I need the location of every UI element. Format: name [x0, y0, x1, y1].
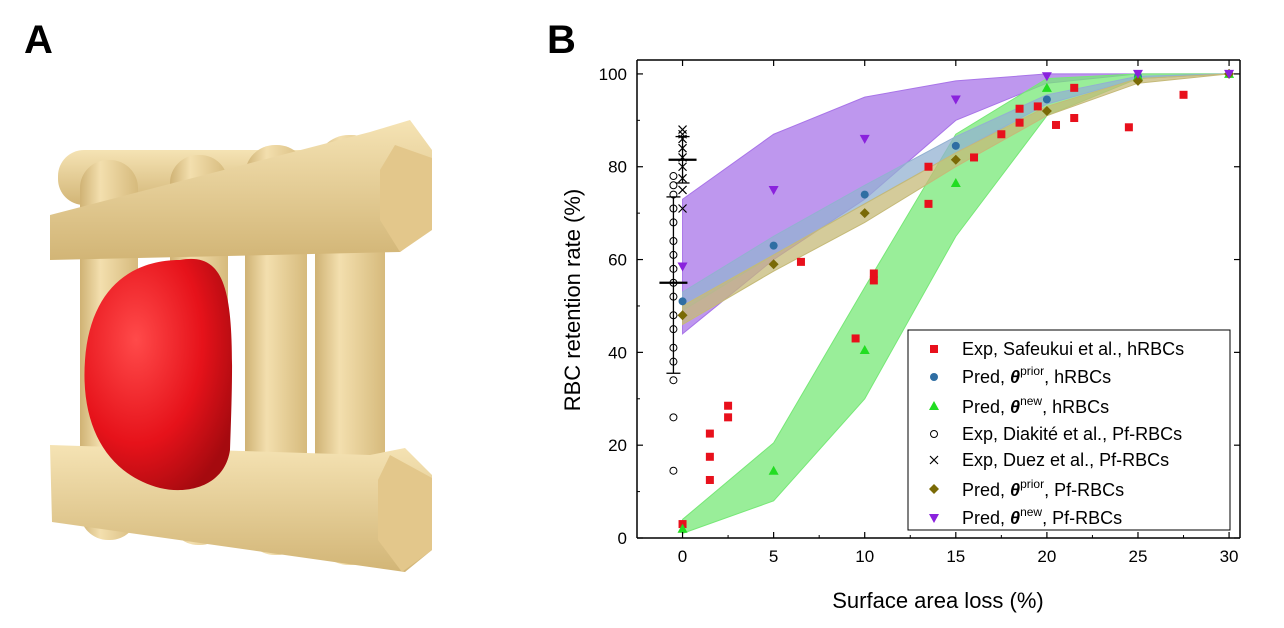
legend-marker-4: [930, 430, 938, 438]
legend-entry-4: Exp, Diakité et al., Pf-RBCs: [962, 424, 1182, 444]
point-series2-3: [860, 190, 869, 199]
y-tick-label-80: 80: [608, 158, 627, 177]
legend: Exp, Safeukui et al., hRBCs Pred, θprior…: [907, 329, 1231, 531]
point-series1-8: [851, 334, 860, 343]
legend-entry-3: Pred, θnew, hRBCs: [962, 394, 1109, 417]
legend-markers: [929, 345, 939, 523]
point-series1-20: [1070, 83, 1079, 92]
tick-labels: 0 5 10 15 20 25 30 0 20 40 60 80 100: [599, 60, 1240, 566]
point-series6-4: [950, 154, 961, 165]
x-tick-label-15: 15: [946, 547, 965, 566]
point-series1-14: [997, 130, 1006, 139]
band-4: [682, 73, 1230, 326]
chart-axes: [636, 59, 1241, 539]
point-series3-2: [768, 465, 779, 475]
point-series6-2: [768, 259, 779, 270]
point-series1-10: [869, 269, 878, 278]
point-series7-7: [1224, 69, 1235, 79]
point-series1-3: [705, 452, 714, 461]
legend-entry-1: Exp, Safeukui et al., hRBCs: [962, 339, 1184, 359]
red-blood-cell: [84, 258, 233, 491]
legend-entry-5: Exp, Duez et al., Pf-RBCs: [962, 450, 1169, 470]
point-series6-6: [1132, 75, 1143, 86]
x-tick-label-5: 5: [769, 547, 778, 566]
point-series4-2: [669, 413, 678, 422]
legend-marker-5: [929, 455, 939, 465]
y-tick-label-60: 60: [608, 251, 627, 270]
point-series1-15: [1015, 118, 1024, 127]
point-series1-7: [796, 257, 805, 266]
point-series3-4: [950, 177, 961, 187]
data-markers: [659, 68, 1235, 533]
point-series1-5: [724, 413, 733, 422]
point-series1-18: [1052, 120, 1061, 129]
point-series1-22: [1179, 90, 1188, 99]
point-series3-5: [1041, 82, 1052, 92]
point-series1-6: [724, 401, 733, 410]
point-series2-4: [951, 141, 960, 150]
point-series2-1: [678, 297, 687, 306]
legend-marker-2: [930, 373, 938, 381]
point-series1-12: [924, 162, 933, 171]
point-series2-2: [769, 241, 778, 250]
point-series3-3: [859, 345, 870, 355]
point-series7-6: [1132, 69, 1143, 79]
x-axis-title: Surface area loss (%): [832, 588, 1044, 613]
point-series1-11: [924, 199, 933, 208]
point-series3-1: [677, 523, 688, 533]
point-series7-5: [1041, 72, 1052, 82]
legend-marker-3: [929, 401, 939, 410]
point-series5-1: [678, 204, 687, 213]
rbc-pillar-illustration: [50, 120, 432, 572]
point-series7-2: [768, 185, 779, 195]
y-tick-label-100: 100: [599, 65, 627, 84]
point-series6-3: [859, 208, 870, 219]
point-series1-17: [1033, 102, 1042, 111]
point-series4-1: [669, 466, 678, 475]
x-tick-label-30: 30: [1220, 547, 1239, 566]
point-series1-19: [1070, 114, 1079, 123]
pillar-frame: [50, 120, 432, 572]
point-series7-4: [950, 95, 961, 105]
legend-entry-6: Pred, θprior, Pf-RBCs: [962, 477, 1124, 500]
x-tick-label-20: 20: [1037, 547, 1056, 566]
x-tick-label-25: 25: [1129, 547, 1148, 566]
point-series4-16: [669, 181, 678, 190]
point-series1-4: [705, 429, 714, 438]
point-series6-1: [677, 310, 688, 321]
point-series1-9: [869, 276, 878, 285]
legend-entry-2: Pred, θprior, hRBCs: [962, 364, 1111, 387]
point-series1-16: [1015, 104, 1024, 113]
panel-a-label: A: [24, 18, 53, 62]
point-series1-13: [970, 153, 979, 162]
point-series5-8: [678, 125, 687, 135]
point-series5-2: [678, 185, 687, 195]
point-series6-5: [1041, 106, 1052, 117]
legend-box: [907, 329, 1231, 531]
point-series4-3: [669, 376, 678, 385]
legend-marker-6: [929, 484, 939, 494]
legend-marker-1: [930, 345, 938, 353]
y-tick-label-0: 0: [618, 529, 627, 548]
confidence-bands: [682, 73, 1230, 535]
legend-entry-7: Pred, θnew, Pf-RBCs: [962, 505, 1122, 528]
x-tick-label-0: 0: [678, 547, 687, 566]
point-series7-1: [677, 262, 688, 272]
legend-marker-7: [929, 514, 939, 523]
panel-b-label: B: [547, 18, 576, 62]
y-tick-label-20: 20: [608, 436, 627, 455]
y-tick-label-40: 40: [608, 343, 627, 362]
point-series4-17: [669, 172, 678, 181]
point-series2-5: [1042, 95, 1051, 104]
point-series1-2: [705, 475, 714, 484]
point-series1-21: [1124, 123, 1133, 132]
y-axis-title: RBC retention rate (%): [560, 189, 585, 412]
point-series7-3: [859, 134, 870, 144]
x-tick-label-10: 10: [855, 547, 874, 566]
